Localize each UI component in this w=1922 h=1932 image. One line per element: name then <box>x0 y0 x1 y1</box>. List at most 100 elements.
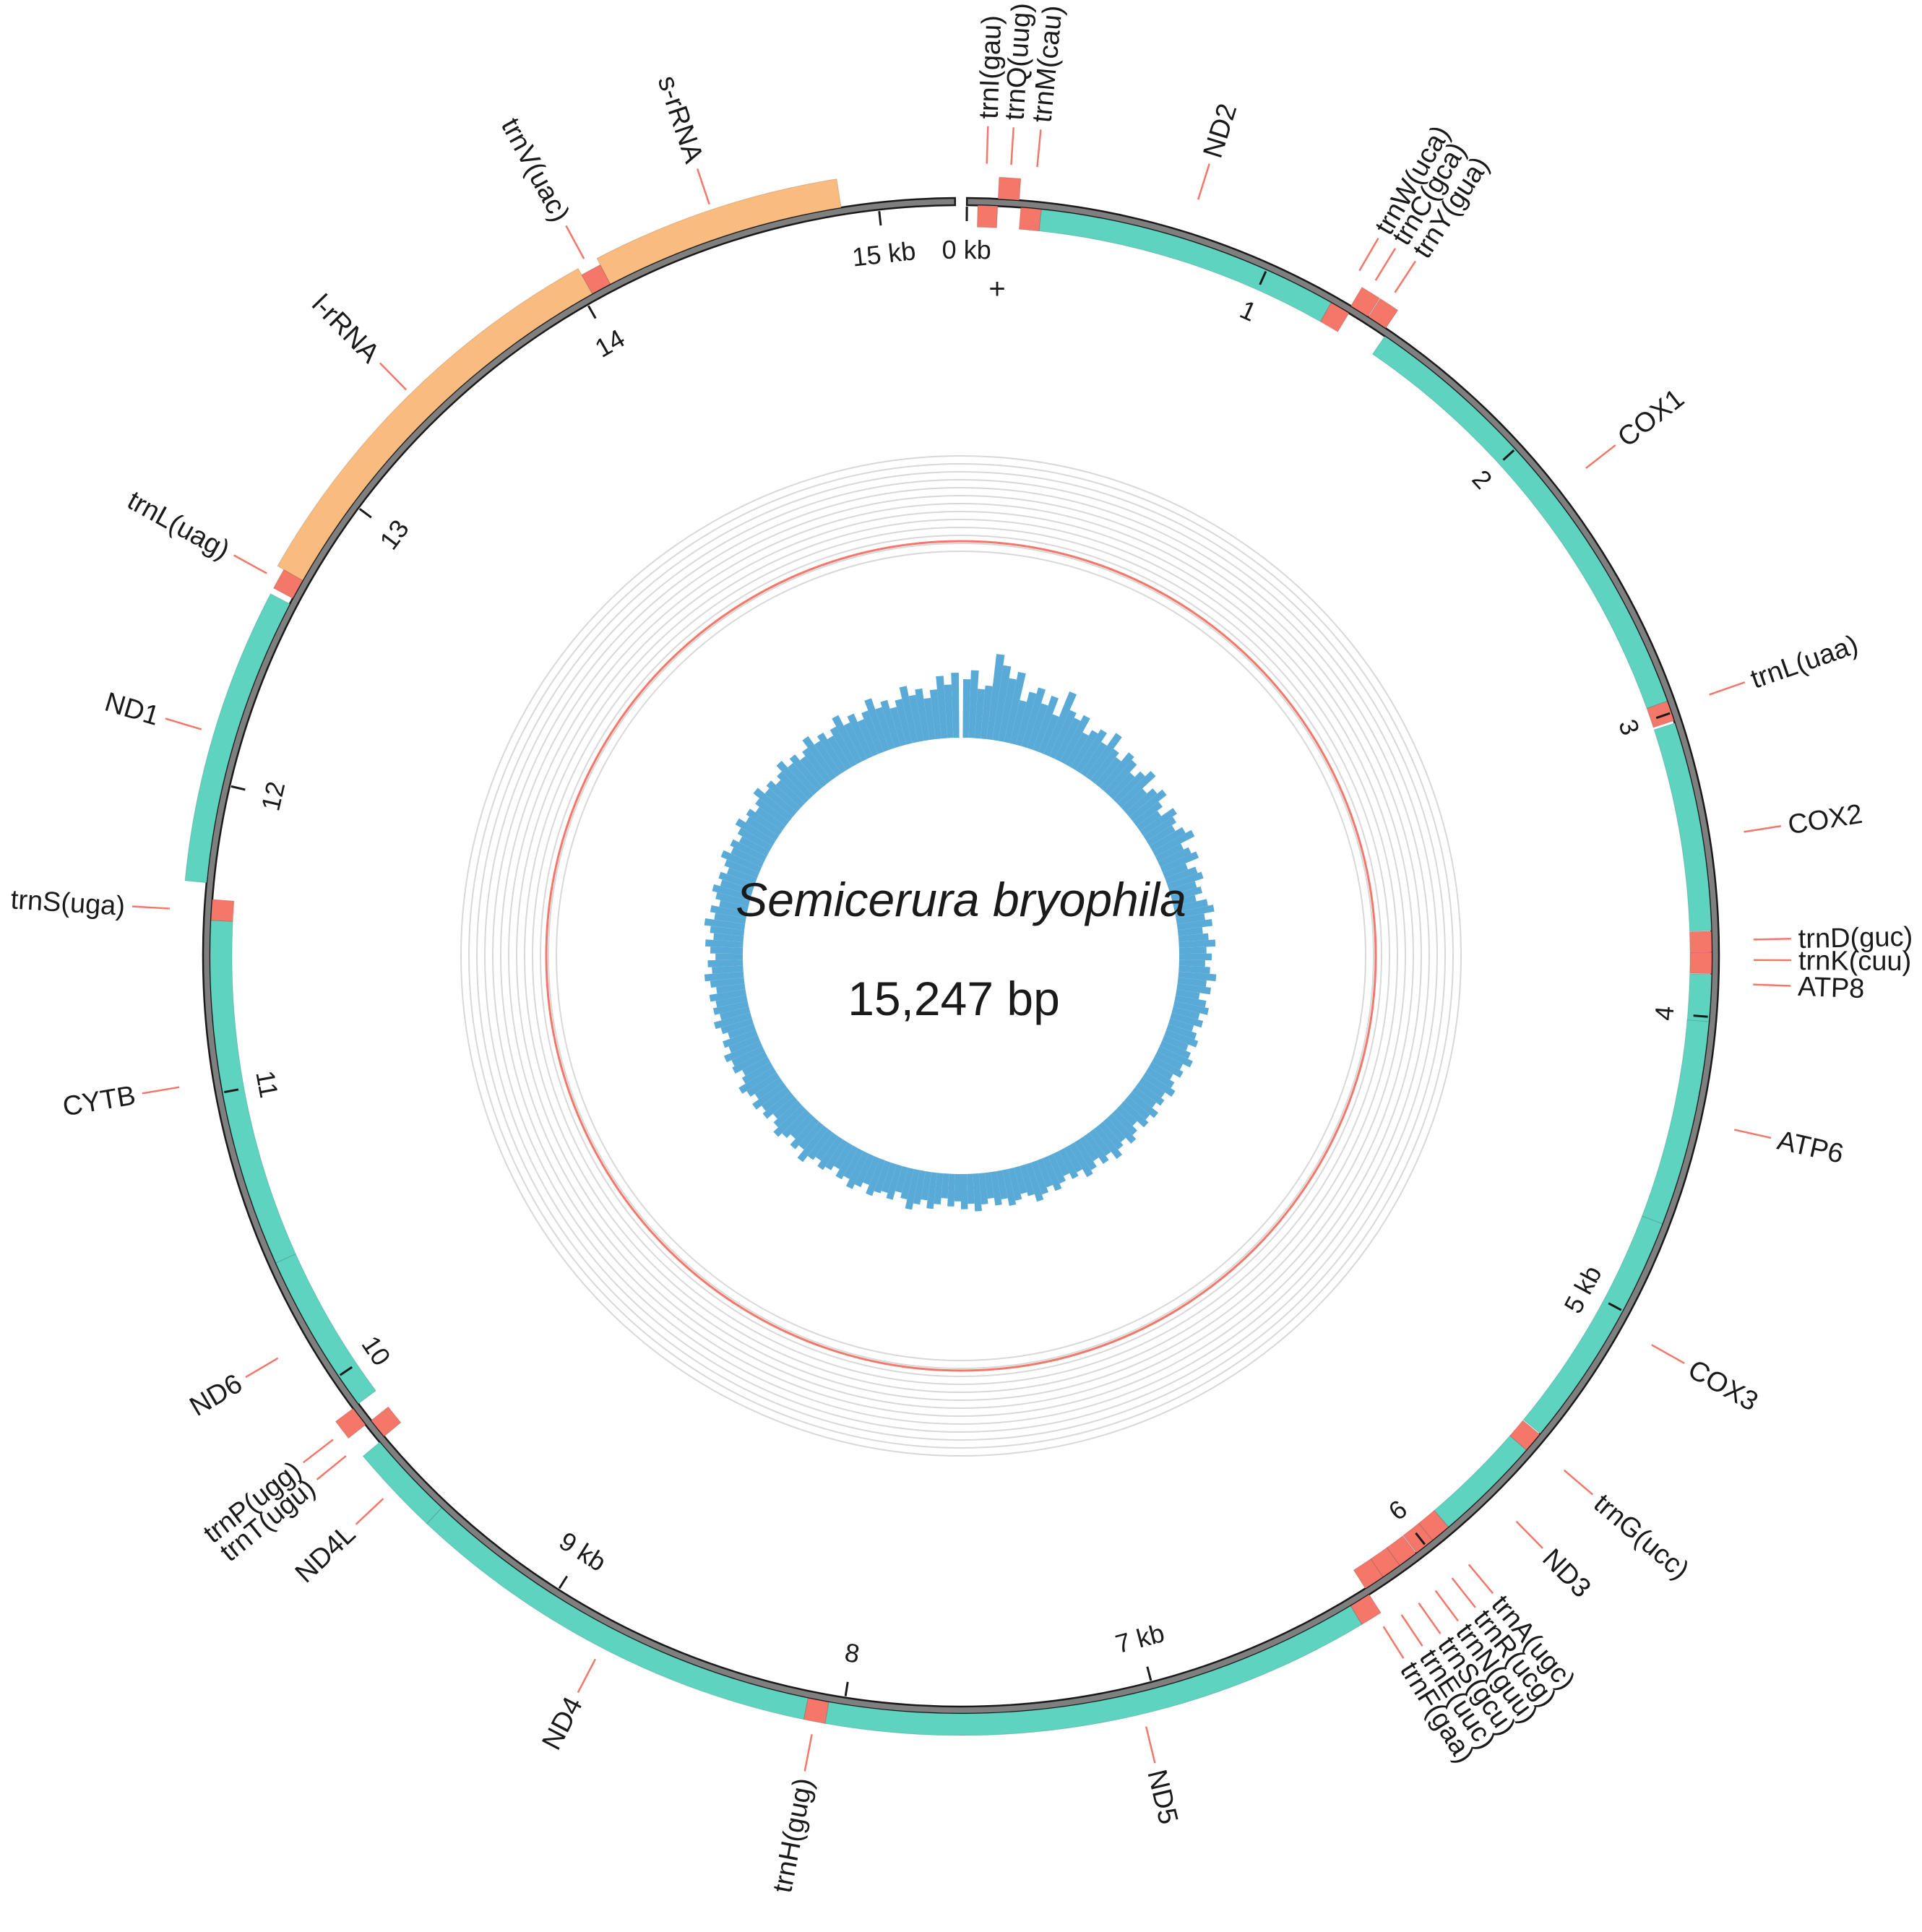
gc-bar <box>1170 1012 1204 1028</box>
gc-bar <box>1033 695 1059 752</box>
gc-bar <box>1143 816 1177 841</box>
gc-bar <box>1178 933 1209 942</box>
gc-bar <box>1120 1100 1149 1128</box>
gc-bar <box>738 1067 777 1094</box>
gc-bar <box>1132 801 1163 827</box>
gc-bar <box>710 946 744 954</box>
gc-bar <box>921 1170 931 1201</box>
gc-bar <box>1038 714 1059 754</box>
gc-bar <box>775 780 805 808</box>
label-leader <box>1434 1590 1459 1622</box>
gc-bar <box>913 1170 926 1205</box>
gc-bar <box>732 1051 768 1074</box>
label-leader <box>245 1357 279 1379</box>
gc-bar <box>1002 1168 1017 1207</box>
gc-bar <box>762 1087 790 1111</box>
label-leader <box>1651 1344 1685 1364</box>
gc-bar <box>1084 1132 1109 1164</box>
gc-grid-ring <box>460 455 1462 1457</box>
gc-grid-ring <box>524 519 1398 1393</box>
feature-trns-uga <box>210 899 235 922</box>
gene-label: trnQ(uug) <box>999 2 1037 121</box>
feature-trnd-guc <box>1689 931 1712 953</box>
tick-mark <box>558 1575 569 1590</box>
gc-bar <box>719 900 749 913</box>
tick-mark <box>1608 1302 1622 1311</box>
gene-label: ND5 <box>1141 1767 1184 1827</box>
tick-label: 3 <box>1613 715 1645 738</box>
gene-label: COX3 <box>1683 1354 1763 1417</box>
gc-bar <box>857 719 879 756</box>
gc-bar <box>923 697 936 741</box>
label-leader <box>132 905 171 910</box>
gc-bar <box>816 732 847 774</box>
gc-bar <box>1128 1091 1159 1118</box>
gene-label: COX2 <box>1786 799 1865 841</box>
gc-bar <box>709 989 746 1002</box>
tick-label: 10 <box>356 1330 397 1371</box>
feature-nd2 <box>1038 209 1332 322</box>
feature-trnr-ucg <box>1402 1522 1434 1553</box>
gc-bar <box>755 798 790 827</box>
gc-bar <box>1027 703 1048 750</box>
gc-bar <box>1095 756 1121 788</box>
feature-trny-gua <box>1368 298 1399 329</box>
gc-bar <box>773 1100 802 1128</box>
gc-bar <box>864 698 889 752</box>
gc-bar <box>1174 995 1207 1008</box>
tick-mark <box>1146 1666 1152 1681</box>
gc-bar <box>1145 1067 1175 1089</box>
gc-bar <box>1173 899 1208 913</box>
tick-mark <box>1502 449 1515 461</box>
gene-label: trnG(ucc) <box>1588 1488 1695 1586</box>
label-leader <box>986 126 989 164</box>
gc-bar <box>827 736 852 770</box>
gc-bar <box>1151 1056 1184 1078</box>
gc-bar <box>762 1091 794 1119</box>
gc-bar <box>1172 894 1197 907</box>
tick-mark <box>878 211 882 226</box>
gc-bar <box>1014 1165 1027 1194</box>
gc-bar <box>746 808 783 837</box>
feature-cox1 <box>1371 335 1668 710</box>
gc-bar <box>728 1035 760 1053</box>
label-leader <box>379 362 408 391</box>
tick-mark <box>587 305 597 319</box>
feature-trne-uuc <box>1353 1558 1384 1590</box>
tick-mark <box>1655 712 1671 720</box>
gc-bar <box>1036 1158 1053 1188</box>
gc-bar <box>1163 863 1189 879</box>
feature-nd4l <box>362 1441 442 1525</box>
tick-label: 12 <box>255 779 290 814</box>
gc-bar <box>929 689 941 740</box>
gc-bar <box>847 713 873 759</box>
label-leader <box>316 1455 347 1480</box>
gc-bar <box>986 654 1005 741</box>
gc-bar <box>874 1160 891 1194</box>
feature-trnp-ugg <box>335 1407 366 1439</box>
feature-trnq-uug <box>997 176 1022 201</box>
gc-bar <box>936 676 948 739</box>
gc-bar <box>941 1173 949 1199</box>
gc-bar <box>802 736 837 780</box>
gc-bar <box>710 977 745 988</box>
feature-trnf-gaa <box>1350 1594 1382 1626</box>
gc-bar <box>705 939 744 948</box>
gc-bar <box>807 1129 833 1160</box>
gc-bar <box>726 867 757 884</box>
gc-bar <box>797 1125 829 1163</box>
gc-bar <box>746 1072 780 1097</box>
gc-bar <box>996 1170 1008 1200</box>
label-leader <box>577 1658 597 1693</box>
gc-bar <box>1176 983 1212 995</box>
gc-bar <box>720 1006 751 1021</box>
gc-bar <box>915 688 930 741</box>
feature-cytb <box>210 920 296 1264</box>
gc-bar <box>718 871 755 890</box>
gc-bar <box>845 1151 869 1189</box>
gc-bar <box>1139 1077 1165 1098</box>
label-leader <box>1358 238 1379 272</box>
gc-bar <box>984 1172 994 1199</box>
gc-bar <box>954 1173 961 1202</box>
gc-bar <box>1136 811 1162 832</box>
